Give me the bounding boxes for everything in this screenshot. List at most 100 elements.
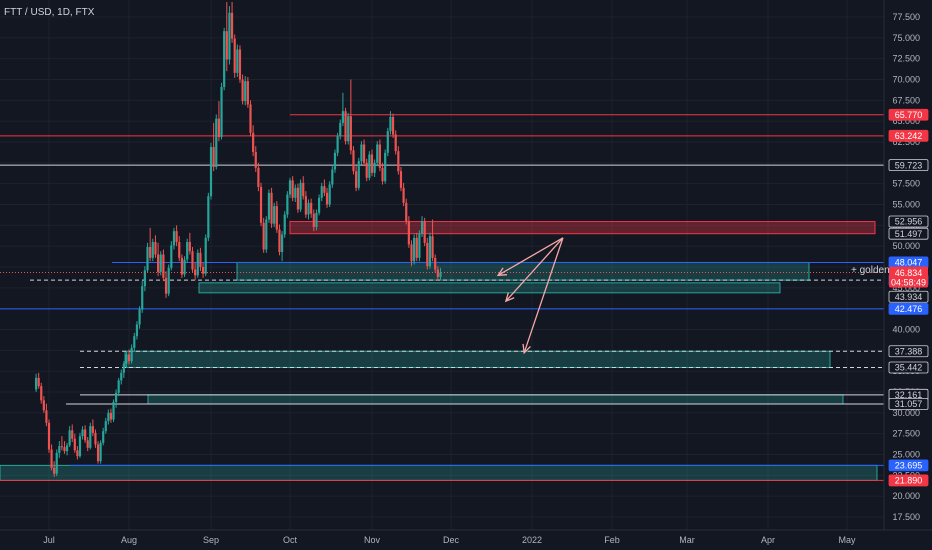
candle-body xyxy=(201,267,205,274)
price-tag: 42.476 xyxy=(888,302,929,315)
candle-body xyxy=(312,213,315,227)
price-tag-label: 23.695 xyxy=(895,461,923,471)
candle-body xyxy=(99,442,102,462)
candle-body xyxy=(58,446,61,453)
support-zone xyxy=(0,464,878,481)
candle-body xyxy=(378,144,381,168)
price-tick-label: 30.000 xyxy=(892,408,920,418)
candle-body xyxy=(344,111,347,142)
candle-body xyxy=(47,422,51,450)
time-axis[interactable]: Jul Aug Sep Oct Nov Dec 2022 Feb Mar Apr May xyxy=(43,535,856,545)
candle xyxy=(209,142,213,200)
price-tag: 51.497 xyxy=(888,227,929,240)
candle xyxy=(183,256,186,277)
candle-body xyxy=(45,410,48,423)
candle xyxy=(149,227,152,262)
candle xyxy=(370,149,374,177)
candle xyxy=(34,373,38,392)
candle xyxy=(238,45,242,83)
price-tick-label: 27.500 xyxy=(892,429,920,439)
candle-body xyxy=(133,336,136,348)
price-tick-label: 50.000 xyxy=(892,241,920,251)
candle-body xyxy=(389,117,392,132)
candle-body xyxy=(76,450,79,457)
candle xyxy=(78,432,82,458)
candle-body xyxy=(86,440,89,448)
candle-body xyxy=(328,184,331,205)
candle xyxy=(283,211,286,238)
candle-body xyxy=(159,254,162,272)
candle xyxy=(307,199,310,220)
support-zone xyxy=(236,261,810,281)
candle xyxy=(172,227,176,250)
candle-body xyxy=(244,81,247,102)
price-tag-label: 48.047 xyxy=(895,258,923,268)
candle-body xyxy=(426,242,429,267)
candle xyxy=(42,396,45,413)
time-tick-label: Aug xyxy=(121,535,137,545)
symbol-title[interactable]: FTT / USD, 1D, FTX xyxy=(4,7,95,18)
candle-body xyxy=(89,426,92,448)
candle xyxy=(170,241,173,271)
candle-body xyxy=(270,192,273,224)
candle-body xyxy=(339,122,342,137)
candle-body xyxy=(96,444,100,462)
candle-body xyxy=(230,12,234,39)
candle xyxy=(114,389,118,408)
candles xyxy=(34,2,442,477)
price-tag-label: 65.770 xyxy=(895,110,923,120)
arrows xyxy=(496,237,564,355)
candle-body xyxy=(209,147,213,197)
candle-body xyxy=(149,247,152,258)
candle-body xyxy=(107,412,110,422)
candle-body xyxy=(236,49,239,73)
candle xyxy=(212,122,215,172)
current-price-countdown: 04:58:49 xyxy=(891,277,926,287)
price-tag-box xyxy=(888,290,929,303)
candle xyxy=(81,426,84,440)
candle-body xyxy=(275,206,278,230)
candle-body xyxy=(365,162,368,178)
candle-body xyxy=(413,237,416,262)
arrow-shaft xyxy=(523,237,564,354)
candle xyxy=(394,130,397,155)
candle-body xyxy=(120,372,123,381)
arrow-shaft xyxy=(497,237,564,276)
candle xyxy=(112,399,115,422)
candle xyxy=(60,436,64,451)
current-price-value: 46.834 xyxy=(895,268,923,278)
candle-body xyxy=(217,118,220,137)
candle xyxy=(236,44,239,77)
candle xyxy=(244,76,247,106)
candle xyxy=(341,92,345,127)
candle xyxy=(281,231,284,262)
candle xyxy=(436,266,439,281)
candle-body xyxy=(178,242,181,258)
candle xyxy=(249,100,252,137)
price-tick-label: 62.500 xyxy=(892,137,920,147)
candle-body xyxy=(223,31,226,88)
candle-body xyxy=(55,452,58,474)
candle-body xyxy=(167,267,170,294)
price-tag-box xyxy=(888,345,929,358)
candle xyxy=(180,254,184,278)
candle-body xyxy=(122,363,125,373)
candle xyxy=(312,209,315,232)
candle-body xyxy=(186,242,189,260)
candle-body xyxy=(407,221,410,245)
candle xyxy=(320,182,323,202)
arrow-shaft xyxy=(505,237,564,302)
candle-body xyxy=(138,309,141,325)
candle xyxy=(76,446,79,460)
candle xyxy=(331,166,334,188)
support-zone xyxy=(198,282,781,294)
price-tick-label: 17.500 xyxy=(892,512,920,522)
candle xyxy=(328,181,331,207)
candle xyxy=(102,427,105,446)
candle xyxy=(413,234,416,265)
candle xyxy=(94,429,97,448)
candle-body xyxy=(154,242,157,255)
candle-body xyxy=(418,233,421,258)
price-tag-label: 43.934 xyxy=(895,292,923,302)
